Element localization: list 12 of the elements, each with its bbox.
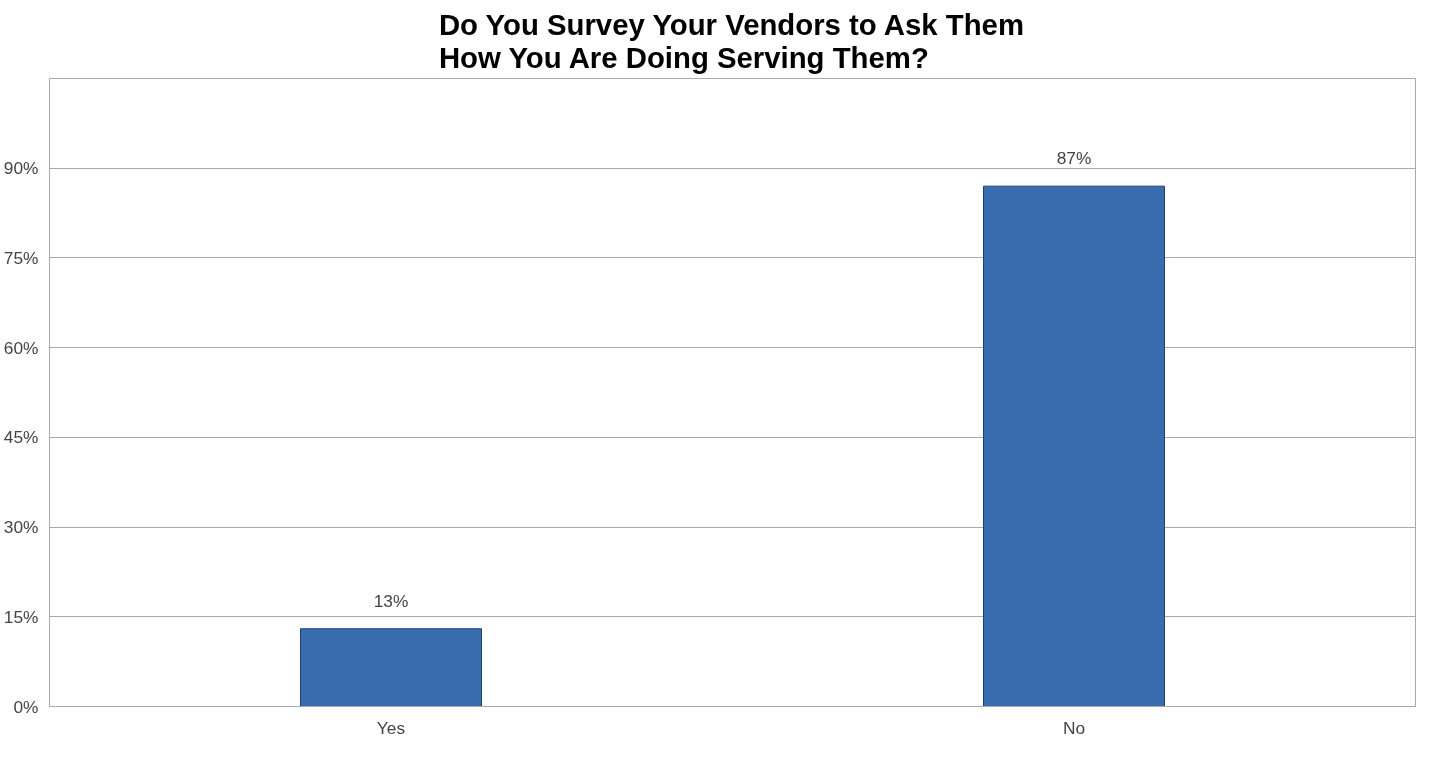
chart-title: Do You Survey Your Vendors to Ask Them How You Are Doing Serving Them? [438,7,1024,74]
x-tick-label: No [1062,717,1086,738]
y-tick-label: 30% [3,517,39,538]
y-tick-label: 90% [3,158,39,179]
y-tick-label: 45% [3,427,39,448]
data-label: 13% [373,590,409,611]
y-tick-label: 0% [13,696,39,717]
y-tick-label: 15% [3,606,39,627]
y-tick-label: 75% [3,247,39,268]
data-label: 87% [1056,148,1092,169]
y-tick-label: 60% [3,337,39,358]
x-tick-label: Yes [376,717,406,738]
